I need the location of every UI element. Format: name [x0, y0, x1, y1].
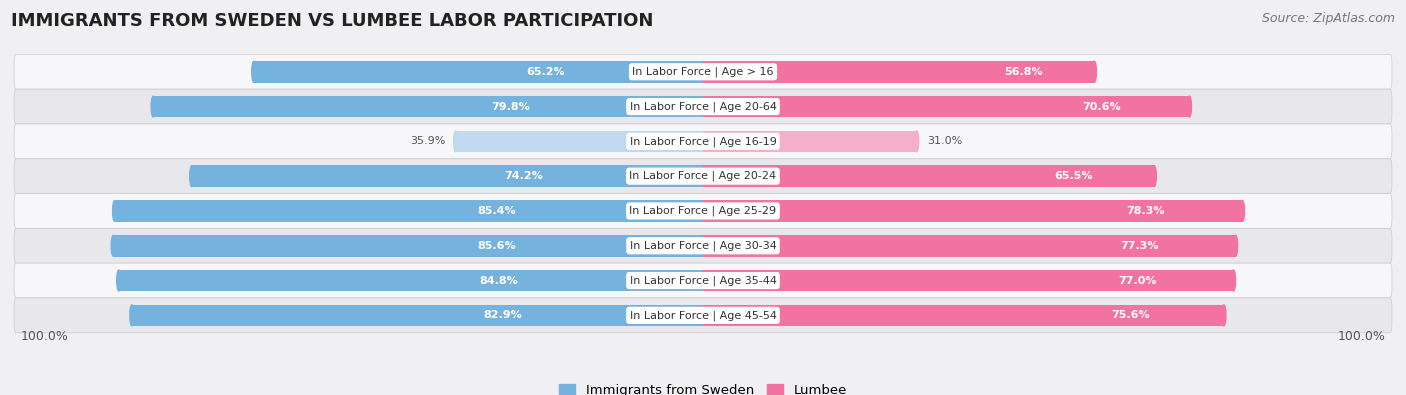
Circle shape: [152, 96, 155, 117]
Bar: [703, 61, 1094, 83]
FancyBboxPatch shape: [14, 55, 1392, 89]
Text: In Labor Force | Age 25-29: In Labor Force | Age 25-29: [630, 206, 776, 216]
Text: 77.3%: 77.3%: [1121, 241, 1159, 251]
Circle shape: [1232, 270, 1236, 291]
Text: 56.8%: 56.8%: [1004, 67, 1043, 77]
FancyBboxPatch shape: [14, 263, 1392, 298]
Circle shape: [1092, 61, 1097, 82]
Text: 85.4%: 85.4%: [478, 206, 516, 216]
Circle shape: [112, 201, 117, 222]
Circle shape: [1187, 96, 1191, 117]
Bar: [456, 131, 703, 152]
Text: In Labor Force | Age 20-64: In Labor Force | Age 20-64: [630, 101, 776, 112]
Text: In Labor Force | Age 30-34: In Labor Force | Age 30-34: [630, 241, 776, 251]
Text: Source: ZipAtlas.com: Source: ZipAtlas.com: [1261, 12, 1395, 25]
Bar: [703, 270, 1233, 292]
FancyBboxPatch shape: [14, 124, 1392, 159]
FancyBboxPatch shape: [14, 228, 1392, 263]
Text: In Labor Force | Age > 16: In Labor Force | Age > 16: [633, 66, 773, 77]
Circle shape: [914, 131, 918, 152]
Text: 79.8%: 79.8%: [491, 102, 530, 111]
Text: In Labor Force | Age 35-44: In Labor Force | Age 35-44: [630, 275, 776, 286]
Circle shape: [190, 166, 194, 186]
Bar: [703, 96, 1189, 117]
Bar: [703, 305, 1223, 326]
FancyBboxPatch shape: [14, 298, 1392, 333]
Legend: Immigrants from Sweden, Lumbee: Immigrants from Sweden, Lumbee: [560, 384, 846, 395]
Circle shape: [1240, 201, 1244, 222]
Bar: [703, 131, 917, 152]
Text: 35.9%: 35.9%: [411, 136, 446, 147]
Text: 75.6%: 75.6%: [1111, 310, 1149, 320]
Bar: [703, 200, 1243, 222]
FancyBboxPatch shape: [14, 89, 1392, 124]
Circle shape: [111, 235, 115, 256]
Bar: [703, 166, 1154, 187]
Text: IMMIGRANTS FROM SWEDEN VS LUMBEE LABOR PARTICIPATION: IMMIGRANTS FROM SWEDEN VS LUMBEE LABOR P…: [11, 12, 654, 30]
Text: 31.0%: 31.0%: [927, 136, 962, 147]
Bar: [703, 235, 1236, 256]
Circle shape: [252, 61, 256, 82]
Bar: [153, 96, 703, 117]
Text: 70.6%: 70.6%: [1083, 102, 1121, 111]
Text: In Labor Force | Age 45-54: In Labor Force | Age 45-54: [630, 310, 776, 321]
Bar: [114, 235, 703, 256]
Text: 77.0%: 77.0%: [1119, 276, 1157, 286]
Text: 100.0%: 100.0%: [21, 330, 69, 343]
Circle shape: [129, 305, 134, 326]
Text: 65.2%: 65.2%: [526, 67, 565, 77]
Text: 74.2%: 74.2%: [505, 171, 544, 181]
Circle shape: [1222, 305, 1226, 326]
Circle shape: [1152, 166, 1156, 186]
FancyBboxPatch shape: [14, 194, 1392, 228]
Bar: [132, 305, 703, 326]
Text: 65.5%: 65.5%: [1053, 171, 1092, 181]
FancyBboxPatch shape: [14, 159, 1392, 194]
Bar: [115, 200, 703, 222]
Text: 82.9%: 82.9%: [484, 310, 523, 320]
Bar: [118, 270, 703, 292]
Text: In Labor Force | Age 16-19: In Labor Force | Age 16-19: [630, 136, 776, 147]
Text: In Labor Force | Age 20-24: In Labor Force | Age 20-24: [630, 171, 776, 181]
Circle shape: [117, 270, 121, 291]
Text: 84.8%: 84.8%: [479, 276, 517, 286]
Text: 100.0%: 100.0%: [1337, 330, 1385, 343]
Text: 78.3%: 78.3%: [1126, 206, 1164, 216]
Circle shape: [1233, 235, 1237, 256]
Bar: [254, 61, 703, 83]
Circle shape: [454, 131, 458, 152]
Text: 85.6%: 85.6%: [477, 241, 516, 251]
Bar: [191, 166, 703, 187]
